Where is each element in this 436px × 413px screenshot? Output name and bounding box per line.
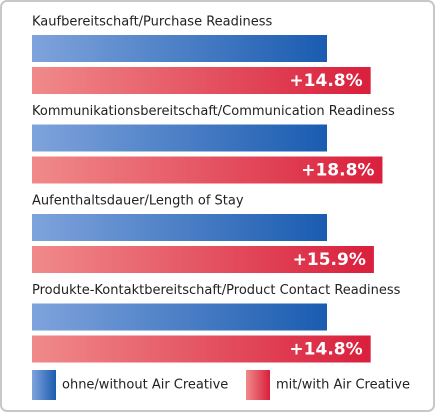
value-label: +18.8% xyxy=(301,161,374,181)
bar xyxy=(32,303,327,331)
bar xyxy=(32,156,383,184)
legend-swatch xyxy=(246,370,270,400)
bar xyxy=(32,335,371,363)
legend-label: mit/with Air Creative xyxy=(276,378,410,393)
value-label: +14.8% xyxy=(289,340,362,360)
bar xyxy=(32,35,327,62)
category-label: Produkte-Kontaktbereitschaft/Product Con… xyxy=(32,283,401,298)
value-label: +15.9% xyxy=(293,250,366,270)
bar xyxy=(32,214,327,241)
value-label: +14.8% xyxy=(289,71,362,91)
bar xyxy=(32,246,374,273)
bar xyxy=(32,124,327,152)
category-label: Kaufbereitschaft/Purchase Readiness xyxy=(32,15,272,30)
legend-swatch xyxy=(32,370,56,400)
category-label: Aufenthaltsdauer/Length of Stay xyxy=(32,194,244,209)
category-label: Kommunikationsbereitschaft/Communication… xyxy=(32,104,395,119)
bar xyxy=(32,67,371,94)
legend-label: ohne/without Air Creative xyxy=(62,378,228,393)
